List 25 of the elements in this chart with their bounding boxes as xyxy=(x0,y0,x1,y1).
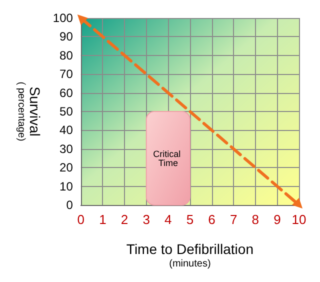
x-tick-label: 6 xyxy=(208,212,216,227)
y-tick-label: 10 xyxy=(60,179,74,194)
x-tick-label: 7 xyxy=(230,212,238,227)
y-tick-label: 90 xyxy=(60,30,74,44)
x-tick-label: 4 xyxy=(164,212,172,227)
y-tick-label: 50 xyxy=(60,104,74,118)
y-tick-label: 0 xyxy=(66,198,74,212)
x-tick-label: 2 xyxy=(120,212,128,227)
y-axis-title: Survival ( percentage) xyxy=(16,82,43,142)
y-tick-label: 40 xyxy=(60,123,74,138)
x-tick-label: 0 xyxy=(77,212,85,227)
y-tick-label: 80 xyxy=(60,48,74,62)
y-tick-label: 30 xyxy=(60,142,74,156)
x-tick-label: 8 xyxy=(252,212,259,227)
x-tick-label: 3 xyxy=(142,212,150,227)
x-tick-label: 10 xyxy=(292,212,306,227)
y-tick-label: 20 xyxy=(60,160,74,175)
x-tick-label: 5 xyxy=(186,212,194,227)
y-tick-label: 100 xyxy=(52,11,74,25)
band-label: Critical Time xyxy=(153,148,184,168)
x-tick-label: 9 xyxy=(274,212,281,227)
y-tick-label: 70 xyxy=(60,67,74,82)
y-tick-label: 60 xyxy=(60,86,74,100)
x-axis-title: Time to Defibrillation (minutes) xyxy=(126,241,254,270)
x-tick-label: 1 xyxy=(99,212,106,227)
